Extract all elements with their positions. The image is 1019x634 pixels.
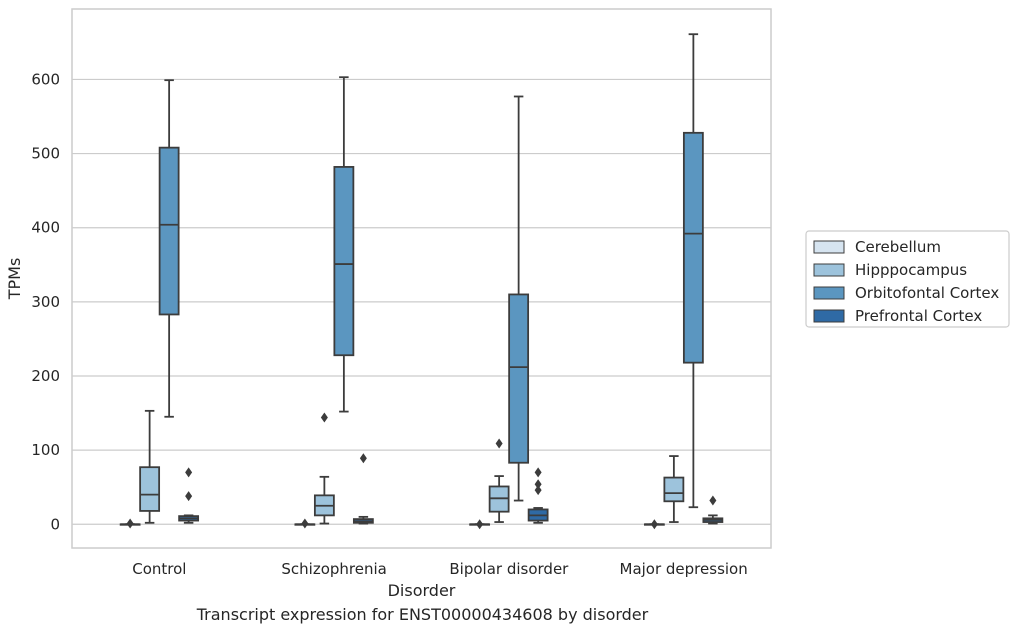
y-tick-label: 500 xyxy=(31,145,60,163)
box xyxy=(160,148,179,315)
y-axis-label: TPMs xyxy=(5,258,24,301)
x-axis-label: Disorder xyxy=(388,581,456,600)
x-tick-label: Major depression xyxy=(620,560,748,578)
legend-label: Hipppocampus xyxy=(855,261,967,279)
box xyxy=(509,294,528,462)
outlier-point xyxy=(185,491,192,501)
box xyxy=(334,167,353,355)
outlier-point xyxy=(360,453,367,463)
box-plot-chart: 0 100 200 300 400 500 600 Control Schizophrenia B… xyxy=(0,0,1019,634)
box xyxy=(684,133,703,363)
y-tick-label: 400 xyxy=(31,219,60,237)
x-tick-label: Control xyxy=(132,560,186,578)
outlier-point xyxy=(535,485,542,495)
y-tick-label: 600 xyxy=(31,70,60,88)
box xyxy=(664,478,683,502)
outlier-point xyxy=(709,496,716,506)
outlier-point xyxy=(185,467,192,477)
y-tick-label: 0 xyxy=(50,515,60,533)
legend-label: Cerebellum xyxy=(855,238,941,256)
x-tick-label: Bipolar disorder xyxy=(449,560,569,578)
legend-label: Prefrontal Cortex xyxy=(855,307,982,325)
box xyxy=(140,467,159,511)
outlier-point xyxy=(127,519,134,529)
legend-swatch xyxy=(814,241,844,253)
legend-label: Orbitofontal Cortex xyxy=(855,284,999,302)
y-tick-label: 200 xyxy=(31,367,60,385)
x-tick-label: Schizophrenia xyxy=(281,560,386,578)
chart-caption: Transcript expression for ENST0000043460… xyxy=(0,605,845,624)
y-tick-label: 300 xyxy=(31,293,60,311)
outlier-point xyxy=(321,413,328,423)
outlier-point xyxy=(476,519,483,529)
legend-swatch xyxy=(814,287,844,299)
y-tick-label: 100 xyxy=(31,441,60,459)
legend-swatch xyxy=(814,264,844,276)
outlier-point xyxy=(535,467,542,477)
outlier-point xyxy=(496,438,503,448)
outlier-point xyxy=(301,519,308,529)
legend-swatch xyxy=(814,310,844,322)
outlier-point xyxy=(651,519,658,529)
